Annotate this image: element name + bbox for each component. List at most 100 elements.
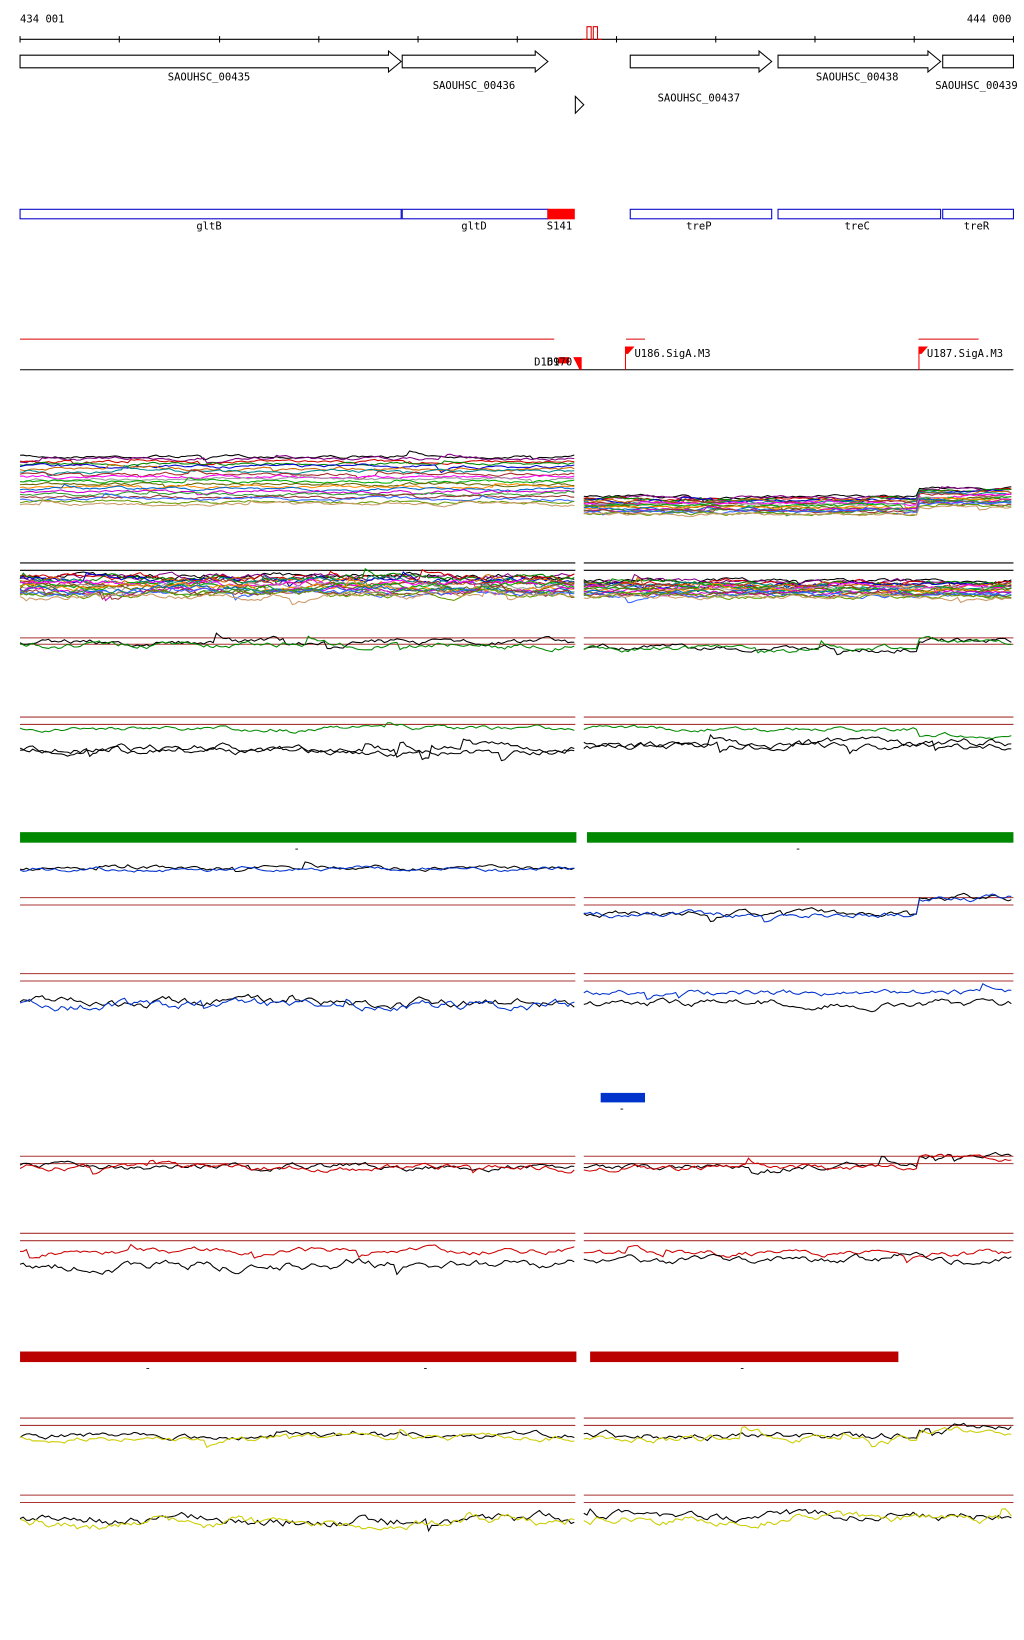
signal-line xyxy=(583,1245,1012,1264)
gene-arrow xyxy=(401,49,549,74)
signal-line xyxy=(19,489,575,496)
signal-line xyxy=(583,635,1012,654)
sites-track xyxy=(20,338,1014,371)
signal-line xyxy=(19,635,575,653)
signal-line xyxy=(583,1508,1012,1523)
gene-arrow xyxy=(942,54,1014,69)
feature-label: gltD xyxy=(461,220,486,232)
feature-box xyxy=(401,208,549,220)
signal-line xyxy=(583,892,1012,923)
signal-line xyxy=(583,497,1012,511)
signal-line xyxy=(20,1243,575,1259)
signal-line xyxy=(19,469,575,481)
signal-line xyxy=(20,465,575,477)
signal-line xyxy=(19,463,575,474)
signal-line xyxy=(19,1257,575,1276)
strand-mark: - xyxy=(293,843,299,855)
signal-line xyxy=(19,483,575,493)
signal-line xyxy=(583,582,1012,591)
signal-line xyxy=(19,588,575,601)
strand-mark: - xyxy=(145,1363,151,1375)
signal-line xyxy=(583,592,1012,601)
signal-line xyxy=(19,1511,575,1531)
strand-mark: - xyxy=(795,843,801,855)
small-arrow xyxy=(574,95,585,115)
signal-line xyxy=(19,499,575,508)
signal-line xyxy=(19,997,575,1012)
signal-line xyxy=(583,1422,1012,1442)
signal-line xyxy=(583,589,1012,604)
ruler xyxy=(19,26,1014,43)
site-label: U187.SigA.M3 xyxy=(927,348,1003,360)
signal-line xyxy=(583,724,1012,740)
strand-mark: - xyxy=(739,1363,745,1375)
region-bar xyxy=(600,1092,646,1103)
feature-label: treP xyxy=(686,220,711,232)
gene-label: SAOUHSC_00435 xyxy=(168,72,251,84)
feature-box xyxy=(19,208,402,220)
site-label: D169 xyxy=(534,357,559,369)
gene-arrow xyxy=(777,49,942,74)
region-bar xyxy=(20,1351,577,1363)
feature-box xyxy=(777,208,942,220)
signal-line xyxy=(19,483,575,491)
gene-arrow xyxy=(19,49,402,74)
signal-line xyxy=(19,1159,575,1175)
feature-boxes xyxy=(19,208,1014,220)
gene-label: SAOUHSC_00436 xyxy=(433,80,516,92)
ruler-ticks xyxy=(19,36,1014,43)
feature-label: gltB xyxy=(196,220,221,232)
signal-line xyxy=(583,997,1012,1013)
signal-line xyxy=(19,1509,575,1533)
signal-line xyxy=(20,450,575,461)
signal-line xyxy=(19,474,575,484)
signal-line xyxy=(20,492,575,503)
region-bar xyxy=(20,832,577,843)
feature-label: S141 xyxy=(547,220,572,232)
ruler-start: 434 001 xyxy=(20,13,64,25)
signal-line xyxy=(583,637,1012,656)
signal-tracks xyxy=(19,450,1014,1533)
feature-box xyxy=(547,208,575,220)
feature-label: treC xyxy=(845,220,870,232)
signal-line xyxy=(583,736,1012,754)
site-flag xyxy=(558,346,928,370)
signal-line xyxy=(583,733,1012,755)
strand-mark: - xyxy=(422,1363,428,1375)
region-bar xyxy=(590,1351,899,1363)
feature-box xyxy=(942,208,1014,220)
signal-line xyxy=(19,1428,575,1449)
signal-line xyxy=(20,474,575,480)
signal-line xyxy=(19,571,575,588)
signal-line xyxy=(583,1153,1012,1173)
signal-line xyxy=(19,464,575,473)
signal-line xyxy=(19,587,575,606)
signal-line xyxy=(583,1251,1012,1266)
signal-line xyxy=(20,481,575,489)
signal-line xyxy=(583,1508,1012,1529)
signal-line xyxy=(19,1429,575,1441)
ruler-end: 444 000 xyxy=(967,13,1011,25)
gene-label: SAOUHSC_00438 xyxy=(816,72,899,84)
signal-line xyxy=(583,982,1012,1000)
signal-line xyxy=(583,592,1012,604)
strand-mark: - xyxy=(619,1103,625,1115)
signal-line xyxy=(19,458,575,466)
region-bar xyxy=(586,832,1014,843)
signal-line xyxy=(20,453,575,464)
signal-line xyxy=(583,501,1012,516)
site-label: D170 xyxy=(547,357,572,369)
signal-line xyxy=(20,741,575,762)
signal-line xyxy=(19,722,575,734)
feature-label: treR xyxy=(964,220,990,232)
site-label: U186.SigA.M3 xyxy=(634,348,710,360)
feature-box xyxy=(629,208,773,220)
gene-arrow xyxy=(629,49,773,74)
bars xyxy=(20,832,1014,1363)
gene-label: SAOUHSC_00439 xyxy=(935,80,1018,92)
signal-line xyxy=(583,504,1012,518)
signal-line xyxy=(19,460,575,467)
signal-line xyxy=(19,865,575,873)
